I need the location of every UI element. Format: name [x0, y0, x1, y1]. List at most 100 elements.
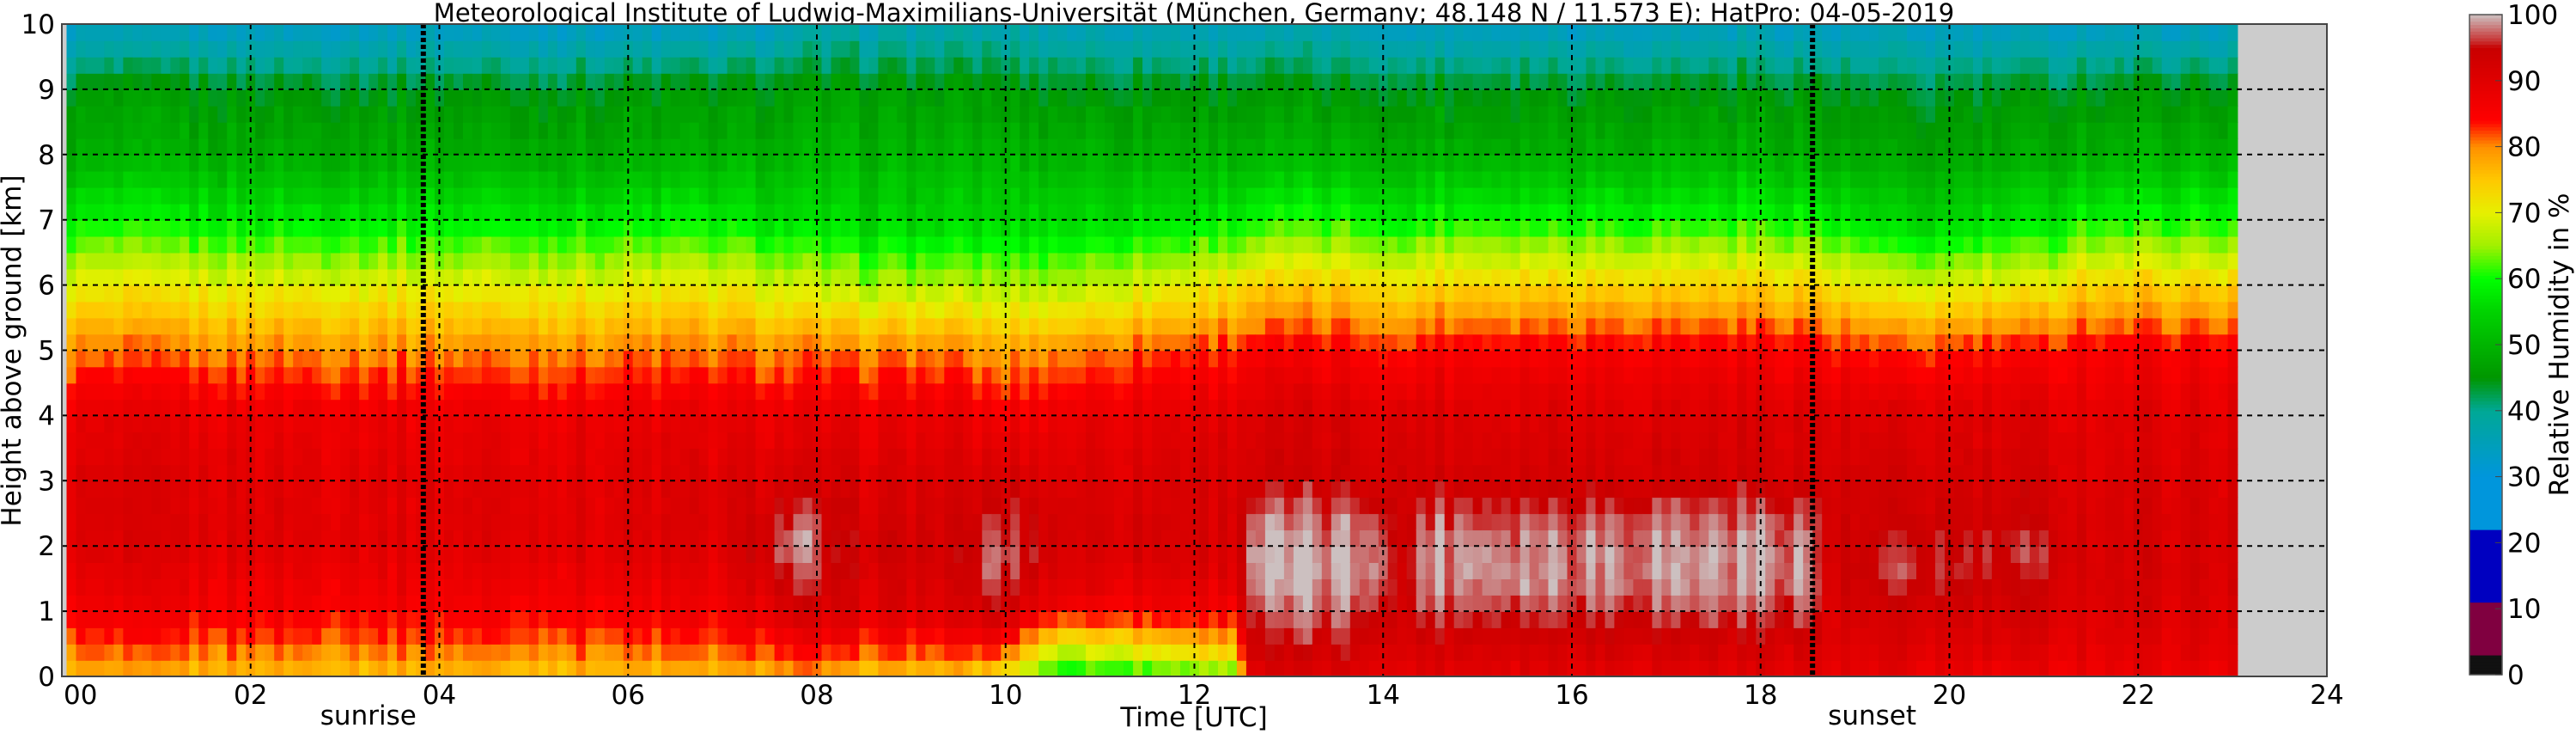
heatmap-cell	[509, 382, 521, 401]
heatmap-cell	[963, 219, 974, 237]
heatmap-cell	[1124, 529, 1134, 547]
heatmap-cell	[312, 121, 322, 139]
heatmap-cell	[689, 562, 700, 579]
heatmap-cell	[151, 121, 162, 139]
heatmap-cell	[368, 399, 379, 417]
heatmap-cell	[1086, 235, 1096, 254]
heatmap-cell	[755, 105, 766, 123]
heatmap-cell	[840, 235, 851, 254]
heatmap-cell	[94, 40, 106, 58]
heatmap-cell	[679, 627, 691, 645]
heatmap-cell	[538, 595, 549, 612]
heatmap-cell	[991, 57, 1002, 74]
heatmap-cell	[953, 529, 965, 547]
heatmap-cell	[151, 480, 162, 499]
heatmap-cell	[85, 121, 96, 139]
heatmap-cell	[454, 399, 464, 417]
heatmap-cell	[387, 268, 398, 286]
heatmap-cell	[679, 644, 691, 661]
heatmap-cell	[878, 578, 889, 596]
heatmap-cell	[774, 89, 785, 107]
heatmap-cell	[1152, 480, 1162, 499]
heatmap-cell	[831, 644, 842, 661]
heatmap-cell	[557, 399, 568, 417]
heatmap-cell	[113, 480, 125, 499]
heatmap-cell	[566, 480, 577, 499]
heatmap-cell	[963, 24, 974, 41]
heatmap-cell	[331, 333, 341, 352]
heatmap-cell	[859, 660, 870, 677]
heatmap-cell	[850, 513, 861, 531]
heatmap-cell	[1095, 480, 1105, 499]
heatmap-cell	[1010, 660, 1020, 677]
heatmap-cell	[651, 644, 662, 661]
heatmap-cell	[1001, 333, 1012, 352]
heatmap-cell	[850, 72, 861, 90]
heatmap-cell	[1038, 399, 1049, 417]
heatmap-cell	[94, 644, 106, 661]
heatmap-cell	[236, 611, 247, 628]
heatmap-cell	[406, 268, 417, 286]
heatmap-cell	[859, 611, 870, 628]
heatmap-cell	[906, 448, 917, 466]
heatmap-cell	[972, 24, 984, 41]
heatmap-cell	[1038, 513, 1049, 531]
heatmap-cell	[1038, 660, 1049, 677]
heatmap-cell	[755, 154, 766, 172]
heatmap-cell	[935, 24, 946, 41]
heatmap-cell	[1095, 105, 1105, 123]
heatmap-cell	[575, 464, 587, 482]
heatmap-cell	[859, 138, 870, 156]
heatmap-cell	[642, 382, 653, 401]
heatmap-cell	[472, 578, 483, 596]
heatmap-cell	[113, 105, 125, 123]
heatmap-cell	[717, 350, 728, 368]
heatmap-cell	[585, 513, 596, 531]
heatmap-cell	[1180, 578, 1191, 596]
heatmap-cell	[1057, 219, 1068, 237]
heatmap-cell	[1142, 497, 1153, 515]
heatmap-cell	[1038, 366, 1049, 384]
heatmap-cell	[123, 187, 134, 205]
heatmap-cell	[1124, 154, 1134, 172]
heatmap-cell	[1114, 546, 1124, 563]
heatmap-cell	[982, 235, 993, 254]
heatmap-cell	[1020, 595, 1030, 612]
heatmap-cell	[378, 252, 388, 270]
heatmap-cell	[378, 660, 388, 677]
heatmap-cell	[831, 203, 842, 221]
heatmap-cell	[698, 40, 709, 58]
heatmap-cell	[708, 268, 719, 286]
heatmap-cell	[283, 252, 294, 270]
heatmap-cell	[698, 595, 709, 612]
heatmap-cell	[123, 268, 134, 286]
heatmap-cell	[444, 529, 454, 547]
heatmap-cell	[1029, 660, 1039, 677]
heatmap-cell	[208, 480, 219, 499]
heatmap-cell	[604, 40, 615, 58]
heatmap-cell	[340, 235, 350, 254]
heatmap-cell	[679, 57, 691, 74]
heatmap-cell	[783, 170, 795, 188]
heatmap-cell	[887, 546, 898, 563]
heatmap-cell	[906, 105, 917, 123]
heatmap-cell	[198, 317, 210, 335]
heatmap-cell	[689, 187, 700, 205]
heatmap-cell	[651, 578, 662, 596]
heatmap-cell	[113, 366, 125, 384]
heatmap-cell	[1180, 170, 1191, 188]
heatmap-cell	[368, 644, 379, 661]
heatmap-cell	[585, 578, 596, 596]
heatmap-cell	[94, 415, 106, 433]
heatmap-cell	[151, 578, 162, 596]
heatmap-cell	[227, 187, 238, 205]
heatmap-cell	[1095, 431, 1105, 450]
heatmap-cell	[123, 203, 134, 221]
heatmap-cell	[1029, 40, 1039, 58]
heatmap-cell	[887, 235, 898, 254]
heatmap-cell	[604, 154, 615, 172]
heatmap-cell	[859, 121, 870, 139]
heatmap-cell	[481, 301, 492, 319]
heatmap-cell	[454, 268, 464, 286]
heatmap-cell	[972, 627, 984, 645]
